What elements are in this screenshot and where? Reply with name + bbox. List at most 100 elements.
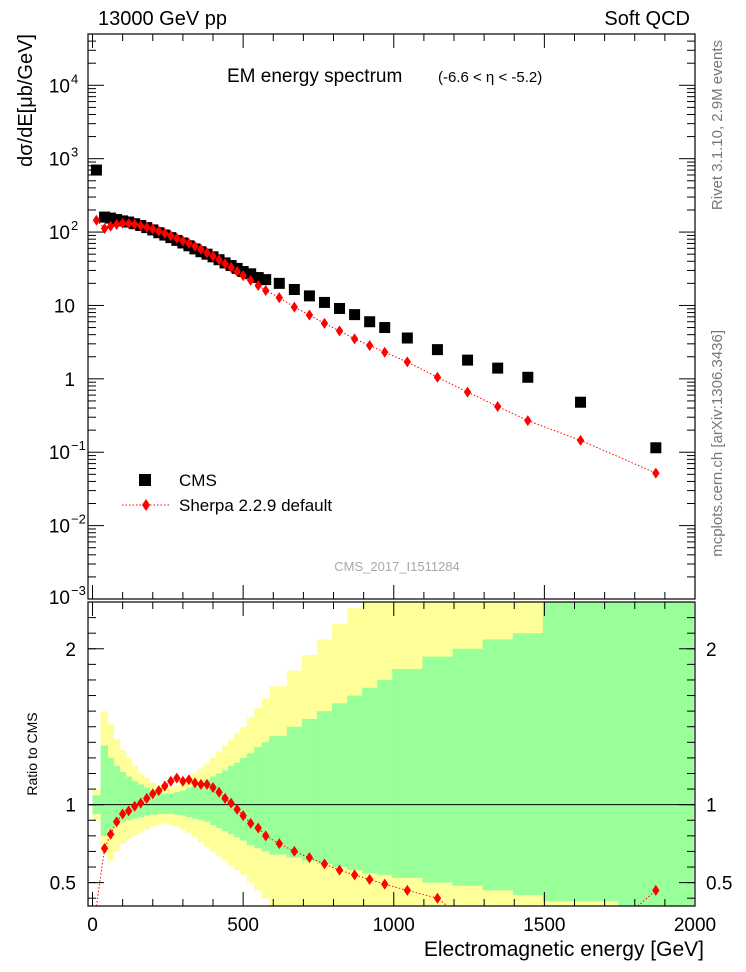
- main-y-tick-exp: 3: [71, 145, 78, 160]
- main-cms-point: [462, 354, 474, 366]
- ratio-stat-band: [286, 726, 303, 858]
- x-axis-label: Electromagnetic energy [GeV]: [424, 938, 704, 961]
- main-sherpa-point: [209, 250, 217, 262]
- ratio-stat-band: [234, 762, 241, 838]
- main-sherpa-point: [524, 415, 532, 427]
- ratio-sherpa-point: [124, 805, 133, 817]
- main-y-tick-exp: −2: [71, 512, 86, 527]
- ratio-stat-band: [113, 765, 121, 825]
- main-sherpa-point: [350, 333, 359, 345]
- main-sherpa-point: [197, 243, 205, 255]
- ratio-x-tick-label: 1500: [523, 915, 565, 936]
- main-sherpa-point: [305, 309, 314, 321]
- main-cms-point: [288, 283, 300, 295]
- ratio-stat-band: [155, 792, 163, 815]
- main-sherpa-point: [239, 270, 247, 282]
- main-sherpa-point: [227, 261, 235, 273]
- rivet-label: Rivet 3.1.10, 2.9M events: [709, 40, 726, 210]
- main-y-tick-label: 10 −3: [49, 583, 86, 609]
- legend-sherpa-marker: [142, 499, 150, 511]
- ratio-sherpa-point: [246, 817, 255, 829]
- main-cms-point: [318, 296, 330, 308]
- main-sherpa-point: [290, 301, 299, 313]
- ratio-stat-band: [191, 785, 199, 819]
- main-sherpa-point: [221, 258, 229, 270]
- ratio-frame: [87, 601, 696, 907]
- ratio-sherpa-point: [130, 800, 139, 812]
- main-sherpa-point: [137, 220, 145, 232]
- main-sherpa-point: [254, 280, 262, 292]
- ratio-sherpa-point: [433, 892, 442, 904]
- ratio-stat-band: [125, 776, 133, 821]
- main-sherpa-point: [118, 217, 127, 229]
- ratio-sherpa-point: [335, 864, 344, 876]
- ratio-sherpa-point: [143, 792, 151, 804]
- analysis-watermark: CMS_2017_I1511284: [334, 559, 460, 574]
- ratio-sherpa-point: [652, 884, 660, 896]
- ratio-stat-band: [161, 793, 169, 815]
- ratio-stat-band: [100, 745, 108, 836]
- ratio-stat-band: [269, 736, 288, 855]
- main-data: [90, 164, 662, 479]
- ratio-stat-band: [301, 718, 318, 861]
- ratio-sherpa-point: [191, 777, 199, 789]
- main-y-tick-label: 10: [54, 296, 75, 317]
- ratio-sherpa-point: [197, 778, 205, 790]
- main-cms-point: [379, 322, 391, 334]
- ratio-stat-band: [482, 639, 514, 891]
- main-sherpa-point: [167, 230, 175, 242]
- legend-sherpa-label: Sherpa 2.2.9 default: [179, 496, 332, 515]
- ratio-sherpa-point: [239, 810, 247, 822]
- ratio-stat-band: [316, 711, 333, 864]
- main-y-tick-base: 10: [49, 517, 70, 538]
- main-plot-area: [88, 34, 695, 599]
- main-sherpa-point: [203, 247, 211, 259]
- main-sherpa-point: [652, 467, 660, 479]
- ratio-sherpa-point: [290, 845, 299, 857]
- main-sherpa-point: [92, 214, 101, 226]
- main-y-tick-label: 10 −2: [49, 512, 86, 538]
- chart-title: EM energy spectrum: [227, 66, 402, 87]
- ratio-stat-band: [347, 695, 363, 871]
- main-cms-point: [303, 290, 315, 302]
- main-sherpa-point: [493, 400, 502, 412]
- ratio-sherpa-point: [173, 772, 181, 784]
- main-sherpa-point: [381, 346, 389, 358]
- ratio-sherpa-point: [233, 803, 241, 815]
- main-y-tick-label: 10 −1: [49, 438, 86, 464]
- ratio-stat-band: [216, 773, 223, 829]
- main-sherpa-point: [179, 235, 187, 247]
- main-sherpa-point: [191, 240, 199, 252]
- ratio-stat-band: [185, 787, 193, 818]
- ratio-sherpa-point: [185, 774, 193, 786]
- ratio-x-tick-label: 2000: [674, 915, 716, 936]
- main-sherpa-point: [262, 284, 270, 296]
- main-cms-point: [105, 212, 117, 224]
- main-cms-point: [364, 316, 376, 328]
- main-sherpa-point: [130, 218, 139, 230]
- ratio-stat-band: [107, 757, 115, 830]
- ratio-y-tick-label: 0.5: [50, 874, 76, 895]
- ratio-sherpa-point: [118, 808, 127, 820]
- mcplots-label: mcplots.cern.ch [arXiv:1306.3436]: [709, 330, 726, 557]
- ratio-stat-band: [167, 793, 175, 815]
- main-cms-point: [650, 442, 662, 454]
- main-cms-point: [522, 371, 534, 383]
- ratio-stat-band: [392, 669, 423, 878]
- ratio-sherpa-point: [381, 878, 389, 890]
- main-y-tick-label: 10 2: [49, 218, 78, 244]
- main-sherpa-point: [161, 227, 169, 239]
- ratio-sherpa-point: [161, 780, 169, 792]
- main-sherpa-point: [246, 274, 255, 286]
- main-cms-point: [99, 211, 111, 223]
- header-right: Soft QCD: [604, 8, 690, 30]
- main-cms-point: [349, 309, 361, 321]
- main-sherpa-point: [463, 386, 472, 398]
- legend: CMS Sherpa 2.2.9 default: [122, 471, 332, 515]
- main-sherpa-point: [233, 266, 241, 278]
- ratio-x-tick-label: 500: [227, 915, 259, 936]
- main-sherpa-point: [106, 220, 115, 232]
- ratio-stat-band: [542, 602, 619, 902]
- ratio-y-tick-label: 1: [65, 796, 76, 817]
